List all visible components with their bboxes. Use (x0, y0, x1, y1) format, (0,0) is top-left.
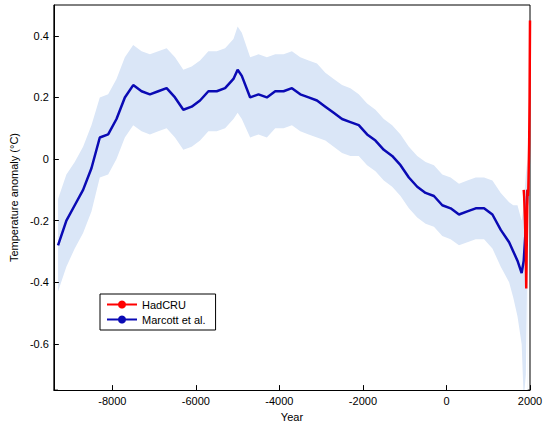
svg-text:Year: Year (281, 411, 304, 423)
svg-text:0.2: 0.2 (34, 91, 49, 103)
svg-text:-0.2: -0.2 (30, 215, 49, 227)
svg-text:-4000: -4000 (265, 395, 293, 407)
svg-text:-6000: -6000 (182, 395, 210, 407)
svg-text:-2000: -2000 (349, 395, 377, 407)
svg-text:0: 0 (443, 395, 449, 407)
svg-text:2000: 2000 (518, 395, 542, 407)
svg-text:Marcott et al.: Marcott et al. (142, 314, 206, 326)
svg-text:-0.4: -0.4 (30, 276, 49, 288)
svg-text:-0.6: -0.6 (30, 338, 49, 350)
svg-text:0.4: 0.4 (34, 30, 49, 42)
svg-text:0: 0 (43, 153, 49, 165)
svg-text:HadCRU: HadCRU (142, 299, 186, 311)
svg-text:Temperature anomaly (°C): Temperature anomaly (°C) (8, 133, 20, 262)
svg-text:-8000: -8000 (98, 395, 126, 407)
